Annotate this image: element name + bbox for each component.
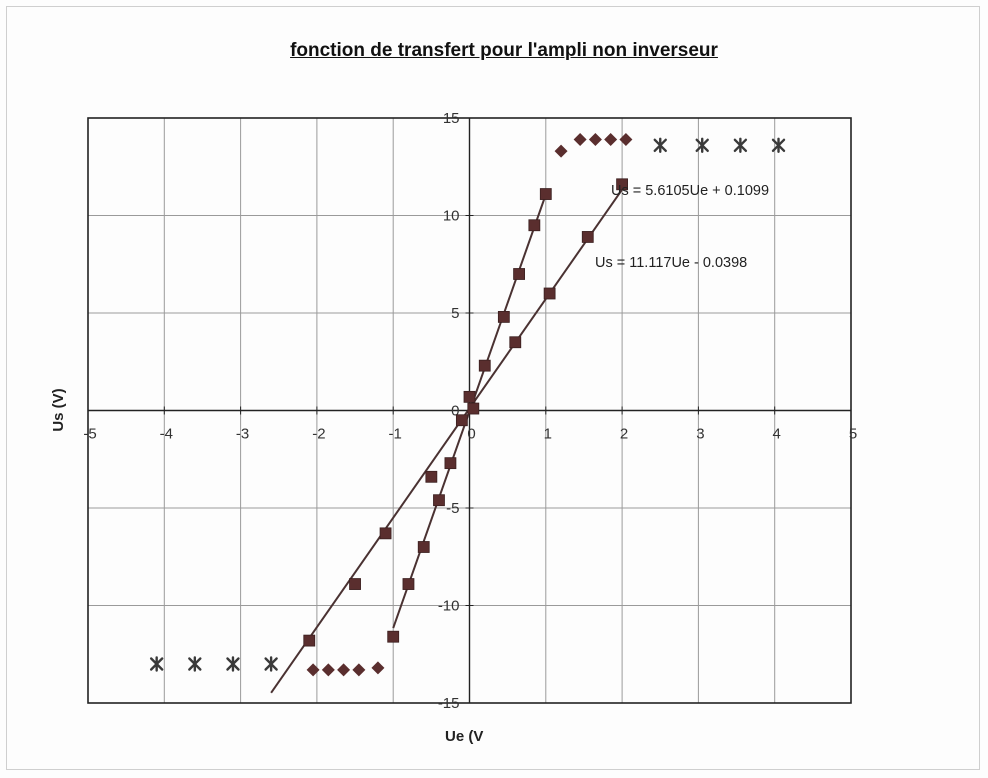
x-tick-label: -5 [83, 426, 96, 443]
trendline-1 [270, 188, 623, 694]
data-point-square [387, 630, 400, 643]
data-point-square [528, 219, 541, 232]
data-point-diamond [604, 132, 618, 146]
data-point-diamond [573, 132, 587, 146]
y-tick-label: -10 [438, 598, 460, 615]
data-point-square [581, 231, 594, 243]
x-tick-label: 4 [773, 426, 781, 443]
x-tick-label: -1 [389, 426, 402, 443]
trendline-equation-2: Us = 11.117Ue - 0.0398 [595, 255, 747, 271]
data-point-diamond [619, 132, 633, 146]
y-tick-label: 5 [451, 305, 459, 322]
x-tick-label: 0 [467, 426, 475, 443]
data-point-diamond [554, 144, 568, 158]
y-tick-label: 15 [443, 110, 460, 127]
x-tick-label: -3 [236, 426, 249, 443]
data-point-square [417, 541, 430, 553]
data-point-square [455, 414, 468, 427]
data-point-square [467, 402, 480, 415]
data-point-diamond [337, 663, 351, 677]
data-point-asterisk [149, 656, 164, 672]
data-point-asterisk [226, 656, 240, 672]
data-point-square [509, 336, 522, 349]
y-axis-label: Us (V) [50, 388, 67, 431]
data-points [149, 132, 786, 677]
data-point-asterisk [188, 656, 202, 672]
trendline-equation-1: Us = 5.6105Ue + 0.1099 [611, 183, 769, 199]
data-point-square [463, 390, 476, 403]
data-point-diamond [352, 663, 366, 677]
x-tick-label: 1 [544, 426, 552, 443]
data-point-asterisk [771, 137, 786, 154]
x-tick-labels: -5 -4 -3 -2 -1 0 1 2 3 4 5 [83, 426, 857, 443]
data-point-asterisk [695, 137, 709, 154]
data-point-square [444, 457, 457, 470]
y-tick-label: -5 [446, 500, 459, 517]
y-tick-label: 0 [451, 403, 459, 420]
x-tick-label: 5 [849, 426, 857, 443]
data-point-square [402, 578, 415, 590]
y-tick-label: 10 [443, 208, 460, 225]
data-point-square [497, 310, 510, 323]
data-point-asterisk [264, 656, 278, 672]
data-point-square [513, 268, 525, 280]
y-tick-label: -15 [438, 695, 460, 712]
x-tick-label: 2 [620, 426, 628, 443]
data-point-asterisk [733, 137, 748, 154]
data-point-diamond [321, 663, 335, 677]
data-point-asterisk [653, 137, 667, 154]
y-tick-labels: 15 10 5 0 -5 -10 -15 [438, 110, 460, 712]
data-point-square [433, 494, 445, 507]
data-point-square [539, 188, 552, 200]
x-tick-label: 3 [696, 426, 704, 443]
x-tick-label: -4 [160, 426, 173, 443]
data-point-diamond [371, 661, 385, 675]
data-point-square [543, 287, 556, 300]
data-point-diamond [588, 132, 602, 146]
data-point-square [616, 178, 628, 191]
data-point-square [379, 527, 392, 540]
chart-title: fonction de transfert pour l'ampli non i… [290, 40, 718, 61]
data-point-square [303, 634, 316, 647]
data-point-square [349, 578, 361, 590]
data-point-diamond [306, 663, 320, 677]
x-tick-label: -2 [312, 426, 325, 443]
x-axis-label: Ue (V [445, 728, 483, 745]
page-frame [6, 6, 980, 770]
data-point-square [478, 359, 491, 372]
data-point-square [425, 470, 438, 483]
